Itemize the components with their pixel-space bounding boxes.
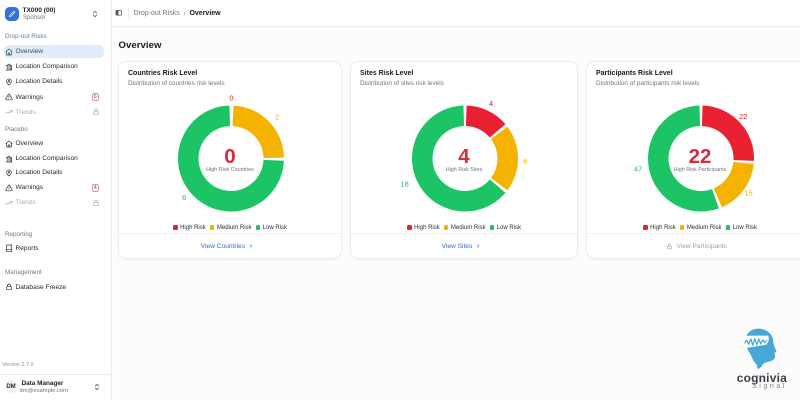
svg-text:18: 18 — [400, 179, 408, 188]
svg-text:2: 2 — [275, 113, 279, 122]
svg-text:15: 15 — [744, 189, 752, 198]
svg-text:22: 22 — [739, 112, 747, 121]
svg-text:0: 0 — [229, 94, 233, 103]
svg-text:6: 6 — [523, 157, 527, 166]
svg-text:47: 47 — [634, 165, 642, 174]
svg-text:4: 4 — [489, 99, 493, 108]
svg-text:6: 6 — [182, 193, 186, 202]
